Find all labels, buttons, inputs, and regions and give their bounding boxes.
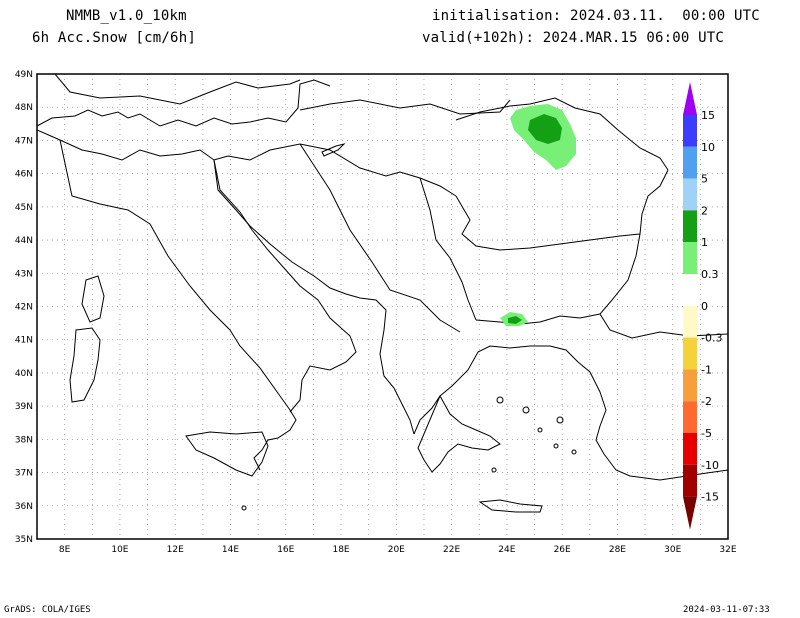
legend-label: -10 [701, 459, 719, 472]
longitude-labels: 8E 10E 12E 14E 16E 18E 20E 22E 24E 26E 28E 30E 32E [59, 545, 737, 555]
lat-label: 44N [15, 236, 33, 246]
sicily [185, 431, 269, 477]
legend-swatch [683, 337, 697, 370]
legend-swatch [683, 242, 697, 274]
swiss-border [37, 129, 229, 161]
czech-border [54, 74, 301, 105]
legend-swatch [683, 178, 697, 211]
snow-area-bulgaria-greece [500, 312, 528, 326]
italy-coast [59, 139, 357, 471]
serbia-border [419, 177, 477, 321]
lat-label: 46N [15, 170, 33, 180]
lat-label: 49N [15, 70, 33, 80]
bulgaria-border [475, 313, 601, 325]
lat-label: 42N [15, 303, 33, 313]
lon-label: 8E [59, 545, 71, 555]
legend-label: 15 [701, 109, 715, 122]
grads-credit: GrADS: COLA/IGES [4, 605, 91, 615]
legend-label: 0 [701, 300, 708, 313]
legend-label: 0.3 [701, 268, 719, 281]
legend-swatch [683, 401, 697, 433]
legend-label: 2 [701, 204, 708, 217]
lon-label: 18E [332, 545, 349, 555]
field-title: 6h Acc.Snow [cm/6h] [32, 30, 196, 46]
render-timestamp: 2024-03-11-07:33 [683, 605, 770, 615]
legend-swatch [683, 464, 697, 497]
alpine-borders [37, 79, 331, 127]
model-title: NMMB_v1.0_10km [66, 8, 187, 24]
lon-label: 32E [719, 545, 736, 555]
lon-label: 26E [554, 545, 571, 555]
legend-top-arrow [683, 82, 697, 115]
greece-coast [413, 345, 579, 473]
init-time: initialisation: 2024.03.11. 00:00 UTC [432, 8, 760, 24]
valid-time: valid(+102h): 2024.MAR.15 06:00 UTC [422, 30, 725, 46]
lat-label: 38N [15, 435, 33, 445]
lon-label: 28E [609, 545, 626, 555]
lat-label: 45N [15, 203, 33, 213]
black-sea-coast [599, 169, 728, 339]
lon-label: 20E [388, 545, 405, 555]
legend-swatch [683, 146, 697, 179]
legend-label: 5 [701, 173, 708, 186]
lat-label: 39N [15, 402, 33, 412]
turkey-coast [577, 361, 728, 481]
lake-balaton [321, 143, 346, 157]
adriatic-east-coast [213, 159, 415, 435]
lat-label: 47N [15, 136, 33, 146]
lon-label: 24E [498, 545, 515, 555]
lat-label: 36N [15, 502, 33, 512]
legend-label: -1 [701, 363, 712, 376]
legend-label: -15 [701, 491, 719, 504]
lon-label: 14E [222, 545, 239, 555]
lon-label: 10E [111, 545, 128, 555]
lon-label: 30E [664, 545, 681, 555]
danube-border [455, 195, 641, 251]
legend-label: -2 [701, 395, 712, 408]
coastlines-borders [37, 74, 728, 513]
legend-label: -5 [701, 427, 712, 440]
lat-label: 40N [15, 369, 33, 379]
legend-swatch [683, 433, 697, 465]
lon-label: 16E [277, 545, 294, 555]
legend-label: 1 [701, 236, 708, 249]
corsica [81, 275, 105, 323]
lat-label: 41N [15, 336, 33, 346]
legend-colorbar: 15 10 5 2 1 0.3 0 -0.3 -1 -2 -5 -10 -15 [683, 82, 722, 530]
latitude-labels: 49N 48N 47N 46N 45N 44N 43N 42N 41N 40N 39N 38N 37N 3… [15, 70, 33, 545]
lon-label: 12E [167, 545, 184, 555]
snow-area-romania [510, 104, 576, 170]
sardinia [69, 327, 101, 403]
legend-swatch [683, 274, 697, 306]
legend-label: 10 [701, 141, 715, 154]
legend-swatch [683, 115, 697, 147]
hungary-border [227, 143, 457, 197]
ukraine-border [455, 97, 669, 171]
crete [478, 499, 543, 513]
legend-swatch [683, 305, 697, 338]
lat-label: 35N [15, 535, 33, 545]
legend-bottom-arrow [683, 496, 697, 530]
lat-label: 48N [15, 103, 33, 113]
lat-lon-grid [37, 74, 728, 539]
legend-label: -0.3 [701, 332, 722, 345]
lat-label: 43N [15, 269, 33, 279]
lat-label: 37N [15, 469, 33, 479]
slovakia-border [299, 99, 511, 115]
balkan-borders [299, 143, 461, 333]
lon-label: 22E [443, 545, 460, 555]
legend-swatch [683, 369, 697, 402]
map-frame [36, 73, 729, 540]
legend-swatch [683, 210, 697, 243]
